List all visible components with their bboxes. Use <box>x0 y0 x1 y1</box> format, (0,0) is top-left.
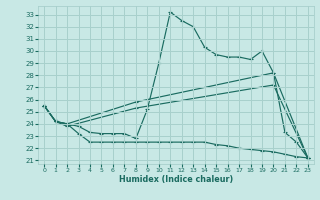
X-axis label: Humidex (Indice chaleur): Humidex (Indice chaleur) <box>119 175 233 184</box>
